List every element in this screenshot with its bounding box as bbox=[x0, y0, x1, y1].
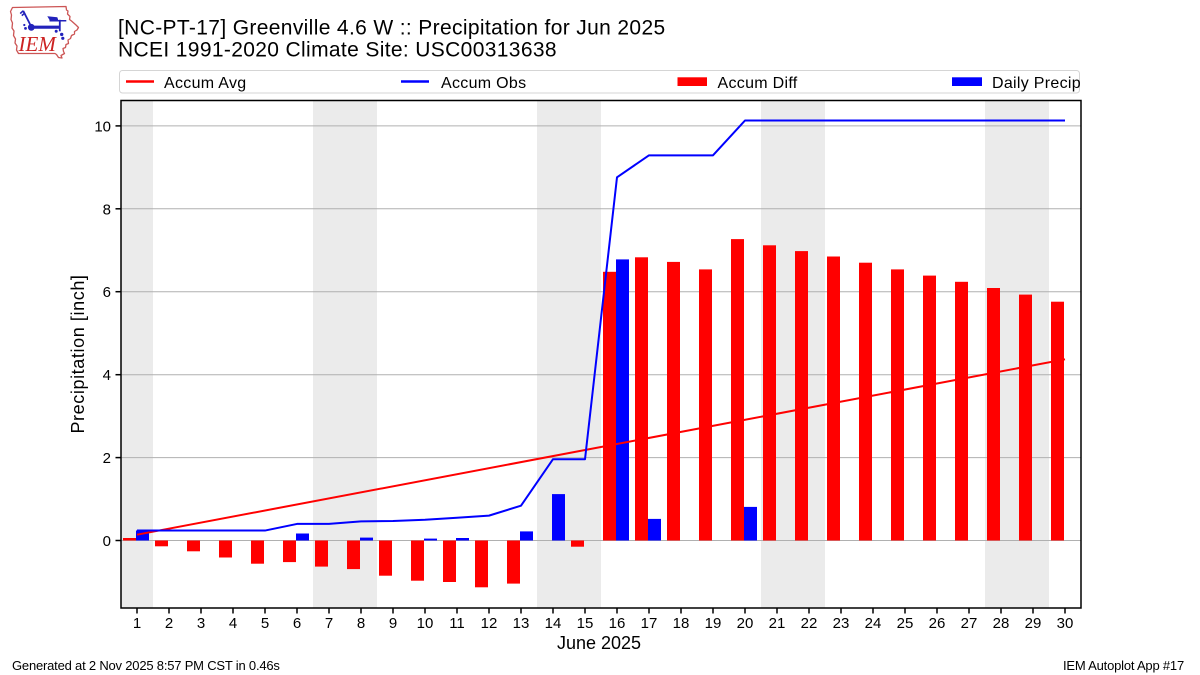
svg-text:4: 4 bbox=[229, 615, 237, 632]
svg-text:NCEI 1991-2020 Climate Site: U: NCEI 1991-2020 Climate Site: USC00313638 bbox=[118, 39, 557, 62]
svg-text:4: 4 bbox=[103, 367, 111, 384]
svg-text:Accum Avg: Accum Avg bbox=[164, 75, 246, 92]
svg-text:2: 2 bbox=[103, 450, 111, 467]
svg-text:10: 10 bbox=[94, 118, 111, 135]
svg-text:7: 7 bbox=[325, 615, 333, 632]
svg-text:13: 13 bbox=[513, 615, 530, 632]
svg-text:0: 0 bbox=[103, 533, 111, 550]
svg-text:28: 28 bbox=[993, 615, 1010, 632]
svg-text:6: 6 bbox=[293, 615, 301, 632]
svg-text:19: 19 bbox=[705, 615, 722, 632]
svg-text:22: 22 bbox=[801, 615, 818, 632]
svg-text:1: 1 bbox=[133, 615, 141, 632]
svg-text:17: 17 bbox=[641, 615, 658, 632]
svg-text:27: 27 bbox=[961, 615, 978, 632]
svg-text:18: 18 bbox=[673, 615, 690, 632]
svg-text:June 2025: June 2025 bbox=[557, 633, 641, 653]
svg-text:8: 8 bbox=[357, 615, 365, 632]
svg-text:Precipitation [inch]: Precipitation [inch] bbox=[68, 274, 88, 433]
svg-text:16: 16 bbox=[609, 615, 626, 632]
svg-text:IEM: IEM bbox=[18, 32, 58, 56]
svg-text:21: 21 bbox=[769, 615, 786, 632]
svg-text:30: 30 bbox=[1057, 615, 1074, 632]
svg-text:29: 29 bbox=[1025, 615, 1042, 632]
svg-text:3: 3 bbox=[197, 615, 205, 632]
svg-text:12: 12 bbox=[481, 615, 498, 632]
svg-text:10: 10 bbox=[417, 615, 434, 632]
svg-text:2: 2 bbox=[165, 615, 173, 632]
svg-text:26: 26 bbox=[929, 615, 946, 632]
svg-text:25: 25 bbox=[897, 615, 914, 632]
svg-text:[NC-PT-17] Greenville 4.6 W ::: [NC-PT-17] Greenville 4.6 W :: Precipita… bbox=[118, 17, 666, 40]
svg-text:Generated at 2 Nov 2025 8:57 P: Generated at 2 Nov 2025 8:57 PM CST in 0… bbox=[12, 658, 280, 673]
svg-text:23: 23 bbox=[833, 615, 850, 632]
svg-text:5: 5 bbox=[261, 615, 269, 632]
svg-text:20: 20 bbox=[737, 615, 754, 632]
svg-text:9: 9 bbox=[389, 615, 397, 632]
svg-text:Accum Obs: Accum Obs bbox=[441, 75, 526, 92]
svg-text:15: 15 bbox=[577, 615, 594, 632]
svg-text:6: 6 bbox=[103, 284, 111, 301]
svg-text:11: 11 bbox=[449, 615, 465, 632]
svg-text:14: 14 bbox=[545, 615, 562, 632]
svg-text:8: 8 bbox=[103, 201, 111, 218]
svg-text:24: 24 bbox=[865, 615, 882, 632]
svg-text:IEM Autoplot App #17: IEM Autoplot App #17 bbox=[1063, 658, 1184, 673]
svg-text:Daily Precip: Daily Precip bbox=[992, 75, 1081, 92]
svg-text:Accum Diff: Accum Diff bbox=[718, 75, 798, 92]
